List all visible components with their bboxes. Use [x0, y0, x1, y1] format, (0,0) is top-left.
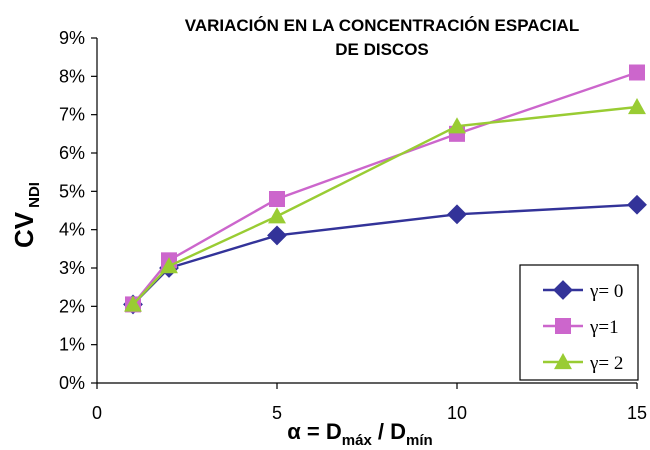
legend-label: γ= 0 [589, 281, 623, 302]
data-point [160, 257, 178, 274]
data-point [269, 191, 285, 207]
x-axis-label-sub1: máx [342, 432, 373, 449]
legend-label: γ=1 [589, 317, 619, 338]
y-tick-label: 9% [59, 28, 85, 48]
y-tick-label: 4% [59, 220, 85, 240]
series-layer [123, 64, 647, 315]
y-axis-label: CV NDI [9, 182, 43, 248]
axes [96, 38, 637, 384]
y-tick-label: 7% [59, 105, 85, 125]
chart-title-line-2: DE DISCOS [335, 40, 429, 59]
x-tick-label: 10 [447, 403, 467, 423]
x-tick-label: 5 [272, 403, 282, 423]
y-tick-label: 3% [59, 258, 85, 278]
legend-marker [555, 318, 571, 334]
legend-marker [553, 280, 573, 300]
svg-text:CVNDI: CV NDI [9, 182, 43, 248]
data-point [628, 98, 646, 115]
legend-marker [554, 353, 572, 370]
series-2 [124, 98, 646, 312]
data-point [627, 194, 647, 215]
x-axis-label-sub2: mín [406, 432, 433, 449]
legend-label: γ= 2 [589, 353, 623, 374]
data-point [267, 225, 287, 246]
y-tick-label: 0% [59, 373, 85, 393]
x-ticks: 0 5 10 15 [92, 383, 647, 423]
x-axis-label-mid: / D [372, 419, 406, 444]
svg-text:α = Dmáx / Dmín: α = Dmáx / Dmín [287, 419, 432, 449]
data-point [629, 64, 645, 81]
data-point [268, 207, 286, 224]
y-ticks: 0% 1% 2% 3% 4% 5% 6% 7% 8% 9% [59, 28, 97, 393]
y-tick-label: 1% [59, 335, 85, 355]
y-tick-label: 2% [59, 296, 85, 316]
legend: γ= 0 γ=1 γ= 2 [519, 264, 639, 381]
data-point [124, 295, 142, 312]
x-axis-label: α = Dmáx / Dmín [287, 419, 432, 449]
data-point [448, 117, 466, 134]
legend-item: γ= 2 [543, 353, 623, 374]
chart-title: VARIACIÓN EN LA CONCENTRACIÓN ESPACIAL D… [185, 16, 579, 59]
legend-item: γ= 0 [543, 280, 623, 302]
y-axis-label-main: CV [9, 211, 39, 248]
y-tick-label: 8% [59, 66, 85, 86]
chart-title-line-1: VARIACIÓN EN LA CONCENTRACIÓN ESPACIAL [185, 16, 579, 35]
y-axis-label-sub: NDI [26, 182, 43, 208]
y-tick-label: 6% [59, 143, 85, 163]
y-tick-label: 5% [59, 181, 85, 201]
x-axis-label-prefix: α = D [287, 419, 341, 444]
data-point [447, 204, 467, 225]
legend-item: γ=1 [543, 317, 619, 338]
x-tick-label: 15 [627, 403, 647, 423]
x-tick-label: 0 [92, 403, 102, 423]
